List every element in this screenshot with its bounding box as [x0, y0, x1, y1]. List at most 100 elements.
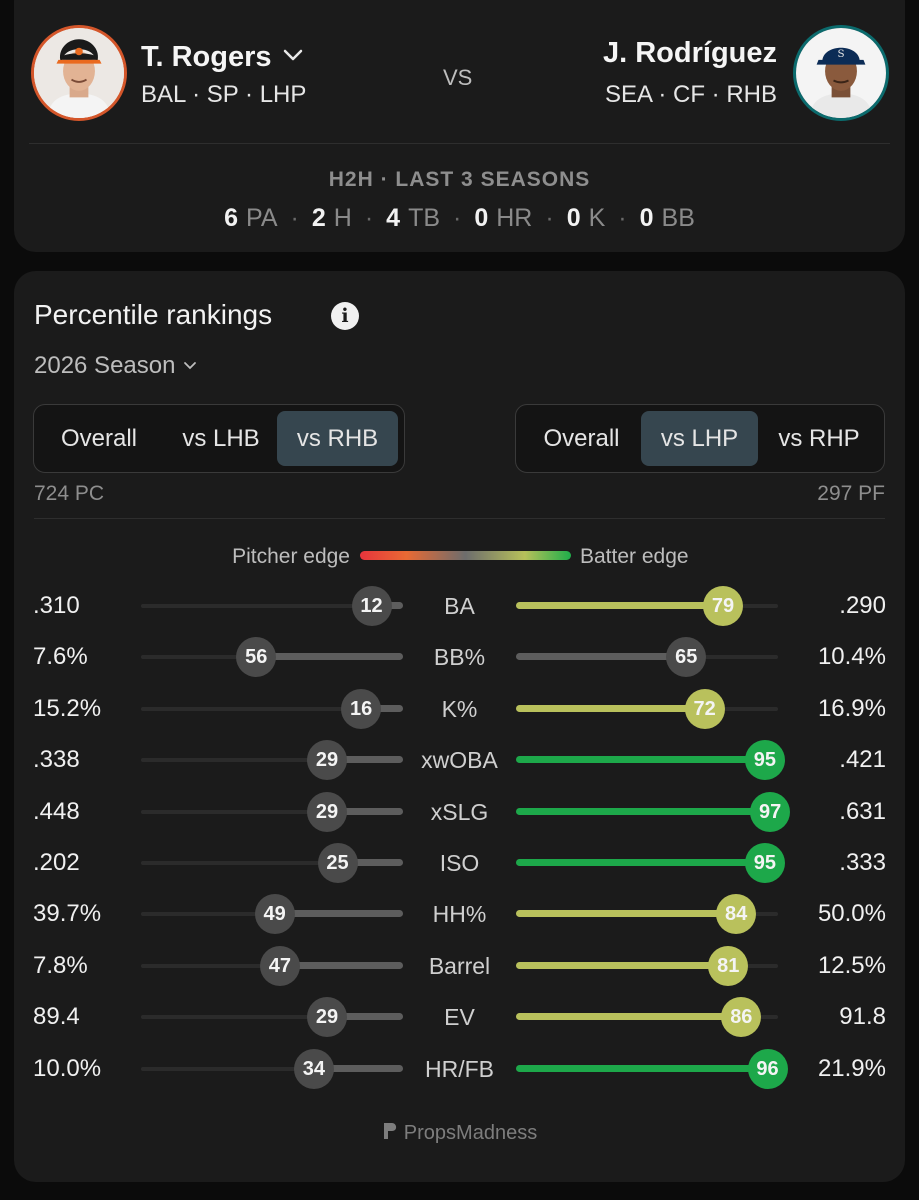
- batter-split-overall[interactable]: Overall: [543, 425, 620, 452]
- h2h-stat-label: H: [333, 204, 352, 232]
- h2h-stat-value: 6: [224, 204, 239, 232]
- stat-row: 7.6% 56 BB% 65 10.4%: [14, 637, 905, 677]
- percentile-card: Percentile rankings i 2026 Season Overal…: [14, 271, 905, 1182]
- pitcher-percentile-badge: 47: [259, 946, 300, 986]
- h2h-stat-label: HR: [496, 204, 533, 232]
- season-label: 2026 Season: [34, 352, 176, 379]
- stat-label: HH%: [432, 901, 487, 927]
- pitcher-percentile-badge: 29: [307, 740, 348, 780]
- pitcher-stat-value: 10.0%: [33, 1055, 102, 1082]
- h2h-title: H2H · LAST 3 SEASONS: [328, 168, 591, 191]
- pitcher-stat-value: .202: [33, 849, 80, 876]
- header-divider: [29, 143, 890, 144]
- batter-bar-fill: [516, 705, 705, 712]
- chevron-down-icon[interactable]: [282, 37, 304, 70]
- batter-percentile-badge: 84: [716, 894, 757, 934]
- batter-bar-fill: [516, 962, 729, 969]
- pitcher-bar-track: [141, 707, 403, 711]
- batter-bar-fill: [516, 653, 687, 660]
- pitcher-bar-fill: [313, 1065, 403, 1072]
- batter-stat-value: 91.8: [839, 1003, 886, 1030]
- batter-bar-fill: [516, 859, 765, 866]
- stat-row: .310 12 BA 79 .290: [14, 586, 905, 626]
- batter-percentile-badge: 86: [721, 997, 762, 1037]
- card-divider: [34, 518, 885, 519]
- season-dropdown[interactable]: 2026 Season: [34, 349, 197, 380]
- batter-name[interactable]: J. Rodríguez: [602, 37, 777, 69]
- pitcher-percentile-badge: 16: [341, 689, 382, 729]
- pitcher-bar-fill: [279, 962, 403, 969]
- h2h-separator: ·: [545, 204, 554, 232]
- pitcher-bar-fill: [327, 756, 403, 763]
- stat-label: Barrel: [428, 953, 491, 979]
- pitcher-stat-value: 7.6%: [33, 643, 88, 670]
- batter-edge-label: Batter edge: [580, 545, 689, 568]
- stat-row: .338 29 xwOBA 95 .421: [14, 740, 905, 780]
- h2h-stats: 6 PA · 2 H · 4 TB · 0 HR · 0 K · 0 BB: [14, 204, 905, 233]
- pitcher-edge-label: Pitcher edge: [232, 545, 350, 568]
- batter-stat-value: 21.9%: [817, 1055, 886, 1082]
- batter-stat-value: 50.0%: [817, 900, 886, 927]
- batter-bar-fill: [516, 910, 737, 917]
- pitcher-bar-fill: [256, 653, 403, 660]
- batter-headshot[interactable]: S: [793, 25, 889, 121]
- pitcher-split-overall[interactable]: Overall: [60, 425, 138, 452]
- batter-stat-value: 16.9%: [817, 695, 886, 722]
- batter-stat-value: 10.4%: [817, 643, 886, 670]
- edge-gradient-bar: [360, 551, 571, 560]
- svg-text:S: S: [837, 48, 844, 60]
- batter-split-vs-lhp[interactable]: vs LHP: [641, 411, 758, 466]
- stat-label: ISO: [439, 850, 480, 876]
- stat-row: 7.8% 47 Barrel 81 12.5%: [14, 946, 905, 986]
- h2h-separator: ·: [364, 204, 374, 232]
- h2h-stat-label: K: [588, 204, 606, 232]
- pitcher-bar-track: [141, 861, 403, 865]
- pitcher-bar-fill: [337, 859, 403, 866]
- stat-row: 15.2% 16 K% 72 16.9%: [14, 689, 905, 729]
- batter-meta: SEA · CF · RHB: [604, 81, 777, 108]
- pitcher-name: T. Rogers: [141, 41, 272, 73]
- pitcher-split-vs-lhb[interactable]: vs LHB: [182, 425, 260, 452]
- batter-stat-value: .290: [839, 592, 886, 619]
- pitcher-name-button[interactable]: T. Rogers: [141, 37, 304, 74]
- pitcher-bar-fill: [327, 808, 403, 815]
- vs-label: VS: [443, 65, 473, 90]
- pitcher-split-toggle: Overall vs LHB vs RHB: [33, 404, 405, 473]
- pitcher-stat-value: .448: [33, 798, 80, 825]
- stat-label: xSLG: [430, 799, 489, 825]
- pitcher-bar-fill: [361, 705, 403, 712]
- section-title: Percentile rankings: [34, 299, 273, 330]
- stat-row: 10.0% 34 HR/FB 96 21.9%: [14, 1049, 905, 1089]
- pitcher-percentile-badge: 56: [236, 637, 277, 677]
- batter-stat-value: .421: [839, 746, 886, 773]
- pitcher-headshot[interactable]: [31, 25, 127, 121]
- h2h-separator: ·: [290, 204, 299, 232]
- h2h-separator: ·: [618, 204, 627, 232]
- stat-label: K%: [441, 696, 478, 722]
- h2h-stat-value: 4: [386, 204, 401, 232]
- pitcher-split-vs-rhb[interactable]: vs RHB: [277, 411, 398, 466]
- stat-label: xwOBA: [421, 747, 498, 773]
- batter-percentile-badge: 97: [750, 792, 791, 832]
- brand-footer: PropsMadness: [14, 1120, 905, 1148]
- info-icon[interactable]: i: [331, 302, 359, 330]
- h2h-stat-value: 2: [311, 204, 326, 232]
- pitcher-percentile-badge: 12: [351, 586, 392, 626]
- pitcher-sample-size: 724 PC: [34, 482, 105, 505]
- pitcher-bar-track: [141, 1015, 403, 1019]
- batter-sample-size: 297 PF: [817, 482, 885, 505]
- pitcher-percentile-badge: 29: [307, 792, 348, 832]
- pitcher-bar-track: [141, 758, 403, 762]
- batter-split-toggle: Overall vs LHP vs RHP: [515, 404, 885, 473]
- h2h-stat-value: 0: [474, 204, 489, 232]
- batter-percentile-badge: 65: [666, 637, 707, 677]
- batter-bar-fill: [516, 602, 723, 609]
- h2h-stat-label: PA: [246, 204, 278, 232]
- batter-bar-fill: [516, 756, 765, 763]
- h2h-separator: ·: [453, 204, 462, 232]
- batter-split-vs-rhp[interactable]: vs RHP: [778, 425, 860, 452]
- pitcher-stat-value: .338: [33, 746, 80, 773]
- pitcher-percentile-badge: 34: [293, 1049, 334, 1089]
- pitcher-stat-value: 39.7%: [33, 900, 102, 927]
- pitcher-stat-value: 89.4: [33, 1003, 80, 1030]
